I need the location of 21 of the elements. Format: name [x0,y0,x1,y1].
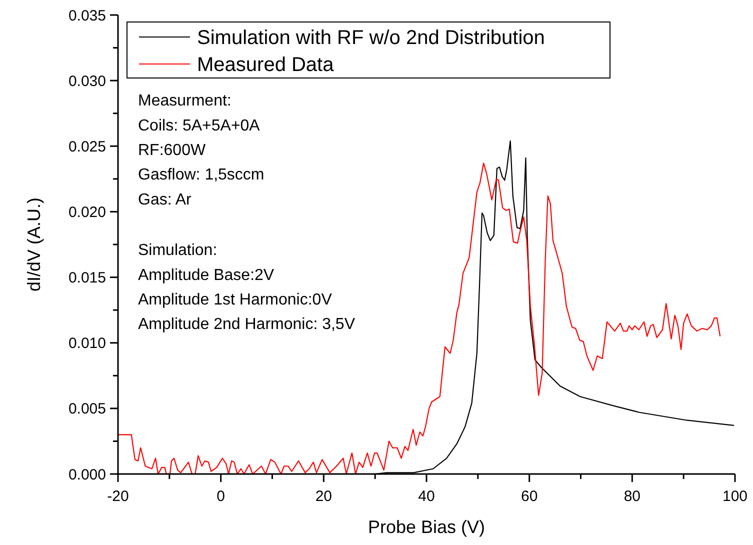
y-tick-label: 0.000 [68,466,106,484]
annotation: Measurment: Coils: 5A+5A+0A RF:600W Gasflow: 1,5sccm Gas: Ar [138,92,264,208]
y-tick-label: 0.010 [68,335,106,352]
legend-label: Simulation with RF w/o 2nd Distribution [197,27,545,49]
y-tick-label: 0.025 [68,138,106,156]
y-axis-title: dI/dV (A.U.) [24,197,44,292]
x-tick-label: 40 [418,488,435,505]
y-tick-label: 0.015 [68,270,106,287]
x-tick-label: 20 [315,488,332,505]
y-tick-label: 0.005 [68,400,106,418]
x-tick-label: 60 [520,488,538,505]
x-tick-label: 80 [624,488,641,505]
legend-label: Measured Data [197,54,335,76]
x-tick-label: 0 [216,488,226,505]
x-tick-label: -20 [107,488,129,505]
x-tick-label: 100 [722,488,748,505]
y-tick-label: 0.030 [68,72,106,90]
y-tick-label: 0.020 [68,204,106,221]
y-tick-label: 0.035 [68,7,106,24]
annotation: Simulation: Amplitude Base:2V Amplitude 1st Harmonic:0V Amplitude 2nd Harmonic: 3,5V [138,242,356,334]
x-axis-title: Probe Bias (V) [368,517,486,537]
